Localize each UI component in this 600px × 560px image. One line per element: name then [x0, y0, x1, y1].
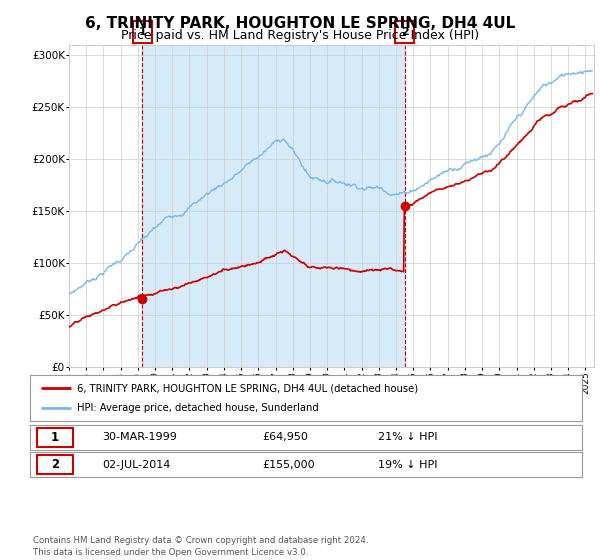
- Text: 2: 2: [401, 27, 409, 37]
- Text: 19% ↓ HPI: 19% ↓ HPI: [378, 460, 437, 470]
- Text: 6, TRINITY PARK, HOUGHTON LE SPRING, DH4 4UL (detached house): 6, TRINITY PARK, HOUGHTON LE SPRING, DH4…: [77, 383, 418, 393]
- Text: HPI: Average price, detached house, Sunderland: HPI: Average price, detached house, Sund…: [77, 403, 319, 413]
- Text: £155,000: £155,000: [262, 460, 314, 470]
- Text: 02-JUL-2014: 02-JUL-2014: [102, 460, 170, 470]
- Text: 21% ↓ HPI: 21% ↓ HPI: [378, 432, 437, 442]
- Text: Price paid vs. HM Land Registry's House Price Index (HPI): Price paid vs. HM Land Registry's House …: [121, 29, 479, 42]
- Text: 6, TRINITY PARK, HOUGHTON LE SPRING, DH4 4UL: 6, TRINITY PARK, HOUGHTON LE SPRING, DH4…: [85, 16, 515, 31]
- Bar: [142, 45, 404, 367]
- Text: £64,950: £64,950: [262, 432, 308, 442]
- Text: 30-MAR-1999: 30-MAR-1999: [102, 432, 176, 442]
- FancyBboxPatch shape: [37, 428, 73, 447]
- Text: Contains HM Land Registry data © Crown copyright and database right 2024.
This d: Contains HM Land Registry data © Crown c…: [33, 536, 368, 557]
- Text: 2: 2: [51, 458, 59, 472]
- Text: 1: 1: [138, 27, 146, 37]
- Text: 1: 1: [51, 431, 59, 444]
- FancyBboxPatch shape: [37, 455, 73, 474]
